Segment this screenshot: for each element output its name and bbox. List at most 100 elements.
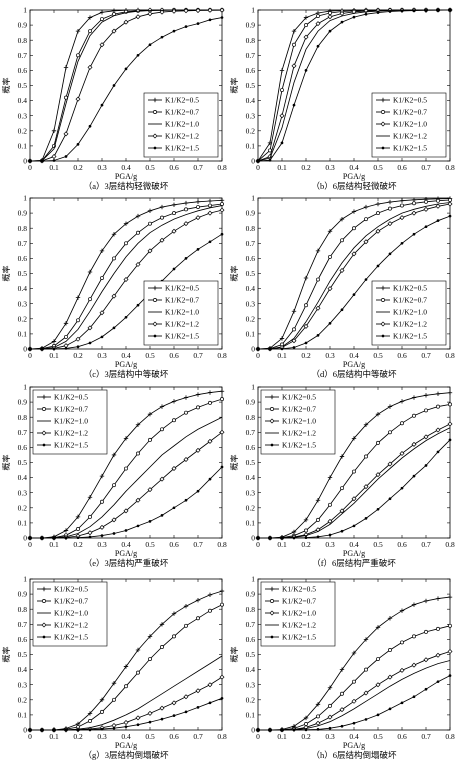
data-point — [147, 411, 153, 417]
y-tick-label: 0.2 — [18, 314, 28, 323]
data-point — [256, 159, 260, 163]
data-point — [76, 318, 80, 323]
data-point — [184, 623, 188, 628]
data-point — [256, 728, 260, 732]
x-axis-label: PGA/g — [343, 172, 365, 181]
y-tick-label: 0.6 — [18, 66, 28, 75]
y-tick-label: 1 — [23, 575, 27, 584]
y-tick-label: 0.3 — [246, 111, 256, 120]
data-point — [183, 200, 189, 206]
y-tick-label: 0.3 — [18, 680, 28, 689]
data-point — [136, 53, 140, 57]
data-point — [448, 623, 452, 628]
x-tick-label: 0 — [28, 351, 32, 360]
data-point — [195, 199, 201, 204]
data-point — [424, 199, 428, 204]
data-point — [40, 536, 44, 540]
data-point — [135, 497, 141, 503]
data-point — [75, 514, 81, 520]
data-point — [28, 159, 32, 163]
legend-label: K1/K2=1.5 — [165, 332, 199, 341]
data-point — [291, 309, 297, 314]
panel-caption: （h）6层结构倒塌破坏 — [311, 750, 397, 760]
data-point — [376, 11, 380, 14]
data-point — [424, 408, 428, 413]
chart-f: 0 0.1 0.2 0.3 0.4 0.5 0.6 0.7 0.8 0 0.1 0.2 0.3 0.4 0.… — [229, 383, 455, 568]
data-point — [219, 674, 225, 680]
y-tick-label: 0.2 — [18, 695, 28, 704]
data-point — [399, 198, 405, 203]
data-point — [52, 536, 56, 540]
data-point — [100, 276, 104, 280]
y-tick-label: 1 — [23, 383, 27, 392]
x-tick-label: 0.7 — [421, 732, 431, 741]
y-tick-label: 0.5 — [18, 269, 28, 278]
data-point — [63, 65, 69, 70]
legend-marker — [42, 635, 46, 639]
data-point — [339, 454, 345, 459]
data-point — [435, 427, 441, 433]
data-point — [207, 7, 213, 13]
data-point — [327, 286, 333, 292]
legend-label: K1/K2=1.5 — [54, 633, 88, 642]
data-point — [112, 326, 116, 330]
data-point — [100, 17, 104, 22]
legend-marker — [270, 635, 274, 639]
x-tick-label: 0.4 — [349, 732, 359, 741]
y-tick-label: 0.7 — [18, 51, 28, 60]
x-tick-label: 0.3 — [325, 540, 335, 549]
data-point — [207, 592, 213, 598]
data-point — [112, 697, 116, 702]
y-tick-label: 0 — [23, 345, 27, 354]
data-point — [88, 124, 92, 128]
y-tick-label: 0.9 — [18, 590, 28, 599]
data-point — [352, 679, 356, 684]
data-point — [171, 700, 177, 706]
data-point — [363, 484, 369, 490]
data-point — [435, 652, 441, 658]
x-tick-label: 0.3 — [97, 351, 107, 360]
x-tick-label: 0.1 — [277, 540, 287, 549]
y-tick-label: 0.6 — [18, 254, 28, 263]
data-point — [124, 241, 128, 246]
x-tick-label: 0.6 — [397, 351, 407, 360]
legend-marker — [270, 407, 274, 411]
data-point — [352, 524, 356, 528]
data-point — [364, 517, 368, 520]
y-tick-label: 0.6 — [246, 66, 256, 75]
data-point — [268, 158, 272, 162]
chart-b: 0 0.1 0.2 0.3 0.4 0.5 0.6 0.7 0.8 0 0.1 0.2 0.3 0.4 0.… — [229, 6, 455, 191]
data-point — [304, 303, 308, 308]
series-K1/K2=0.7 — [256, 402, 452, 540]
data-point — [400, 701, 404, 705]
series-K1/K2=1.2 — [255, 201, 453, 352]
x-tick-label: 0 — [256, 540, 260, 549]
y-tick-label: 0.9 — [246, 209, 256, 218]
x-tick-label: 0.8 — [445, 732, 455, 741]
legend-marker — [42, 443, 46, 447]
data-point — [448, 198, 452, 202]
data-point — [123, 436, 129, 441]
data-point — [100, 709, 104, 714]
panel-caption: （d）6层结构中等破坏 — [311, 369, 397, 379]
data-point — [124, 466, 128, 471]
data-point — [352, 293, 356, 296]
x-tick-label: 0.4 — [121, 163, 131, 172]
legend-box — [371, 280, 447, 346]
y-axis-label: 概率 — [229, 78, 239, 94]
y-tick-label: 0.2 — [18, 503, 28, 512]
data-point — [40, 159, 44, 163]
data-point — [51, 128, 57, 133]
y-tick-label: 0.9 — [246, 21, 256, 30]
legend-label: K1/K2=1.5 — [282, 633, 316, 642]
legend-marker — [269, 394, 275, 400]
data-point — [76, 536, 80, 540]
legend-label: K1/K2=0.7 — [54, 597, 88, 606]
series-line — [29, 205, 223, 350]
data-point — [363, 239, 369, 245]
data-point — [208, 477, 212, 481]
x-axis-label: PGA/g — [115, 172, 137, 181]
y-tick-label: 0.1 — [18, 711, 28, 720]
data-point — [184, 410, 188, 415]
y-tick-label: 0 — [251, 345, 255, 354]
